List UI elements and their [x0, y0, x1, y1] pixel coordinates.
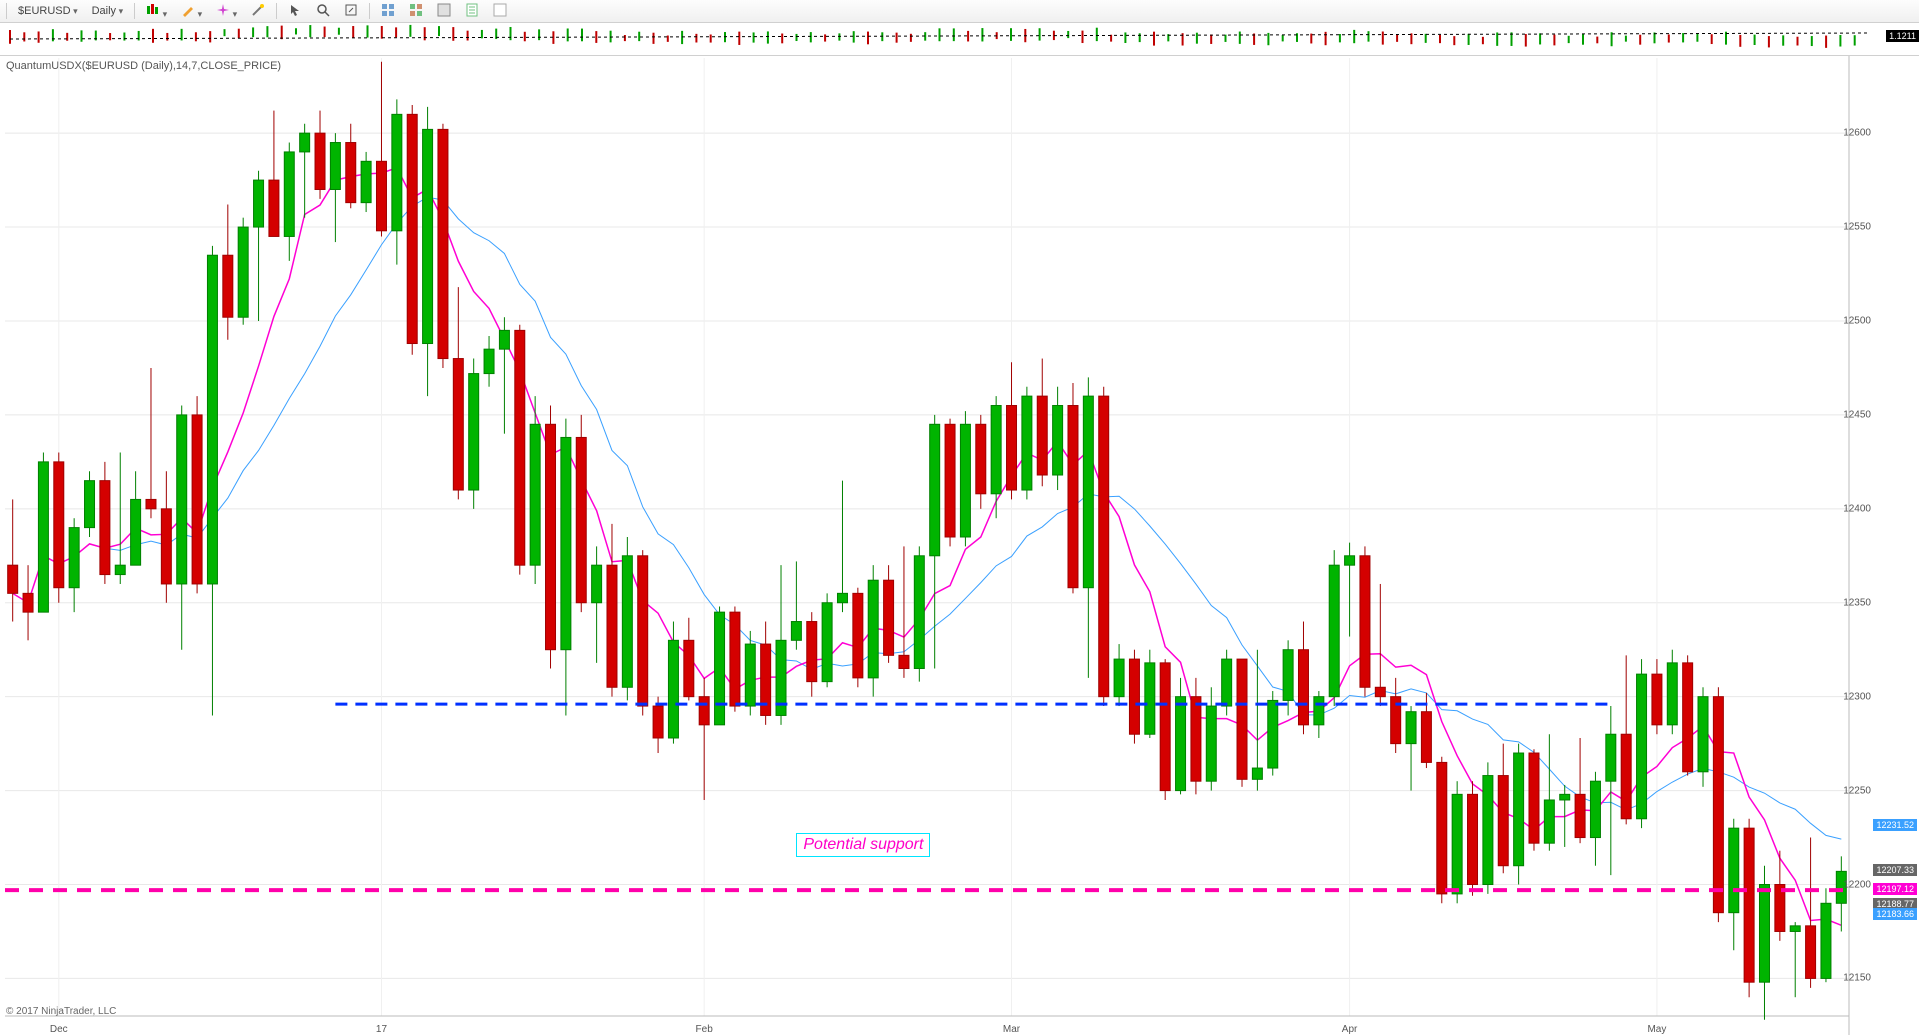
support-annotation: Potential support	[796, 833, 930, 857]
y-axis-tick: 12550	[1843, 222, 1871, 233]
x-axis-tick: May	[1647, 1024, 1666, 1035]
minimap-overview[interactable]: 1.1211	[0, 23, 1919, 56]
x-axis-tick: Apr	[1342, 1024, 1358, 1035]
minimap-end-label: 1.1211	[1886, 30, 1919, 42]
timeframe-selector[interactable]: Daily	[87, 3, 128, 19]
y-axis-tick: 12350	[1843, 597, 1871, 608]
price-marker: 12197.12	[1873, 883, 1917, 895]
panel-icon[interactable]	[432, 1, 456, 22]
price-chart[interactable]: QuantumUSDX($EURUSD (Daily),14,7,CLOSE_P…	[0, 56, 1919, 1035]
toolbar: $EURUSD Daily ▾ ▾ ▾	[0, 0, 1919, 23]
copyright-label: © 2017 NinjaTrader, LLC	[6, 1006, 116, 1017]
spark-icon[interactable]: ▾	[211, 1, 242, 22]
y-axis-tick: 12200	[1843, 879, 1871, 890]
x-axis-tick: Feb	[696, 1024, 713, 1035]
candle-style-icon[interactable]: ▾	[141, 1, 172, 22]
sheet-icon[interactable]	[460, 1, 484, 22]
x-axis-tick: Mar	[1003, 1024, 1020, 1035]
wand-icon[interactable]	[246, 1, 270, 22]
y-axis-tick: 12250	[1843, 785, 1871, 796]
zoom-icon[interactable]	[311, 1, 335, 22]
cursor-icon[interactable]	[283, 1, 307, 22]
pencil-icon[interactable]: ▾	[176, 1, 207, 22]
y-axis-tick: 12600	[1843, 128, 1871, 139]
y-axis-tick: 12150	[1843, 973, 1871, 984]
x-axis-tick: Dec	[50, 1024, 68, 1035]
price-marker: 12207.33	[1873, 864, 1917, 876]
grid-icon-2[interactable]	[404, 1, 428, 22]
y-axis-tick: 12300	[1843, 691, 1871, 702]
y-axis-tick: 12450	[1843, 409, 1871, 420]
y-axis-tick: 12400	[1843, 503, 1871, 514]
price-marker: 12231.52	[1873, 819, 1917, 831]
blank-icon[interactable]	[488, 1, 512, 22]
scale-icon[interactable]	[339, 1, 363, 22]
symbol-selector[interactable]: $EURUSD	[13, 3, 83, 19]
y-axis-tick: 12500	[1843, 315, 1871, 326]
grid-icon-1[interactable]	[376, 1, 400, 22]
price-marker: 12183.66	[1873, 908, 1917, 920]
x-axis-tick: 17	[376, 1024, 387, 1035]
